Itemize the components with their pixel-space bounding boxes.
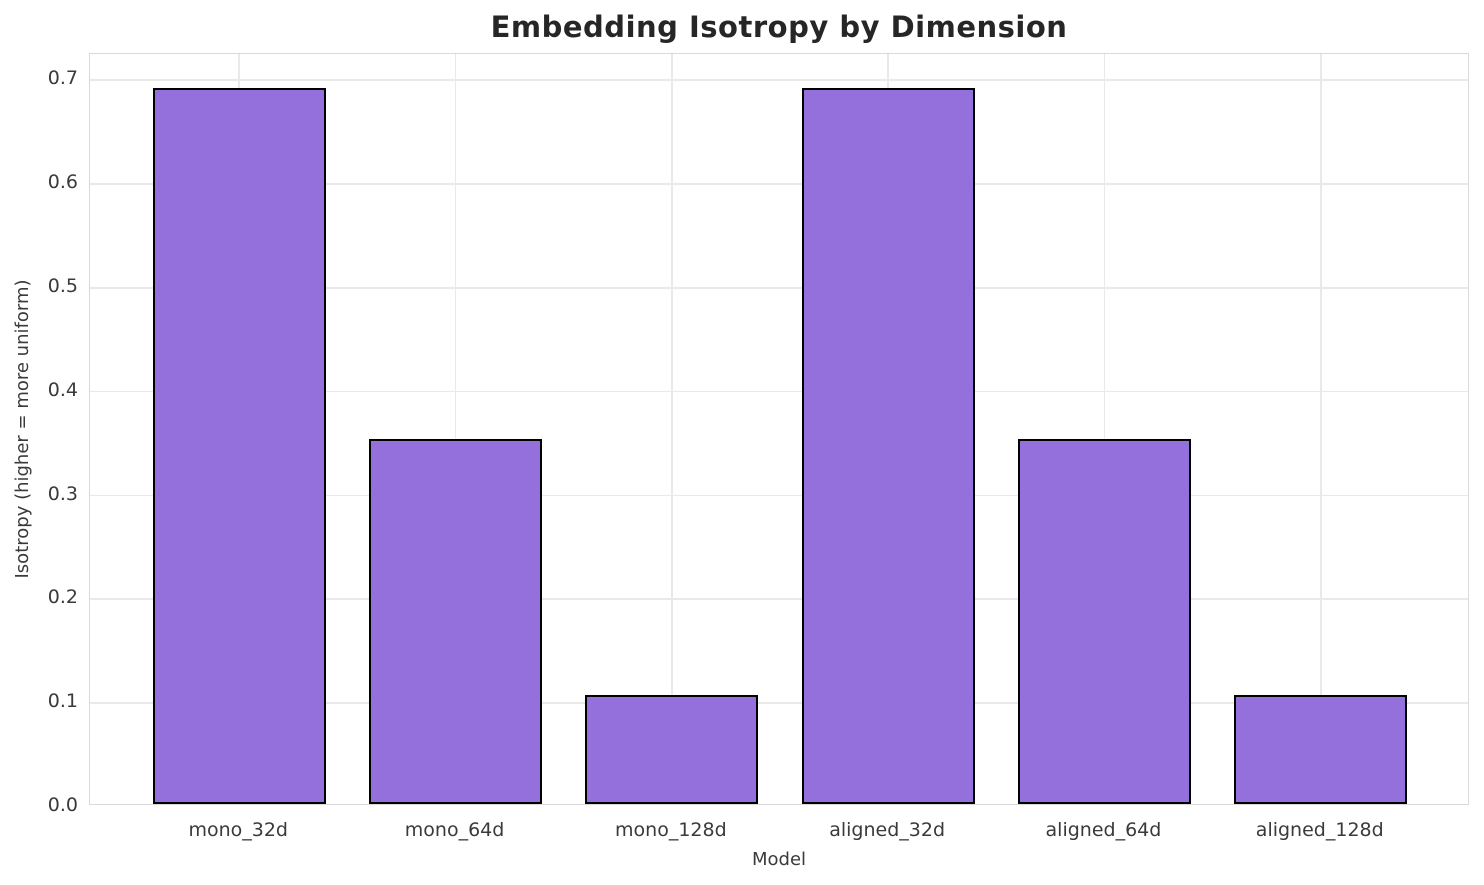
- y-axis-label-text: Isotropy (higher = more uniform): [12, 279, 33, 579]
- bar-aligned_128d: [1234, 695, 1408, 804]
- bar-aligned_64d: [1017, 438, 1191, 804]
- v-gridline: [1103, 54, 1106, 804]
- h-gridline: [90, 702, 1468, 704]
- v-gridline: [454, 54, 457, 804]
- h-gridline: [90, 79, 1468, 81]
- y-tick-label: 0.4: [47, 378, 78, 401]
- bar-aligned_32d: [801, 87, 975, 804]
- y-tick-label: 0.6: [47, 171, 78, 194]
- plot-area: [89, 53, 1469, 805]
- bar-mono_32d: [152, 87, 326, 804]
- h-gridline: [90, 287, 1468, 289]
- x-tick-label-aligned_64d: aligned_64d: [1045, 819, 1162, 841]
- v-gridline: [671, 54, 673, 804]
- y-tick-label: 0.1: [47, 690, 78, 713]
- y-tick-label: 0.2: [47, 586, 78, 609]
- x-tick-label-aligned_128d: aligned_128d: [1255, 819, 1384, 841]
- h-gridline: [90, 598, 1468, 600]
- v-gridline: [1320, 54, 1322, 804]
- x-tick-label-mono_32d: mono_32d: [188, 819, 288, 841]
- x-tick-label-mono_64d: mono_64d: [404, 819, 505, 841]
- x-tick-label-aligned_32d: aligned_32d: [829, 819, 946, 841]
- h-gridline: [90, 183, 1468, 185]
- h-gridline: [90, 390, 1468, 393]
- chart-title: Embedding Isotropy by Dimension: [490, 10, 1068, 44]
- x-tick-label-mono_128d: mono_128d: [615, 819, 727, 841]
- bar-mono_128d: [585, 695, 759, 804]
- x-axis-label: Model: [751, 849, 807, 870]
- y-tick-label: 0.5: [47, 275, 78, 298]
- y-tick-label: 0.7: [47, 67, 78, 90]
- h-gridline: [90, 494, 1468, 497]
- bar-mono_64d: [369, 438, 543, 804]
- y-tick-label: 0.0: [47, 794, 78, 816]
- y-tick-label: 0.3: [47, 482, 78, 505]
